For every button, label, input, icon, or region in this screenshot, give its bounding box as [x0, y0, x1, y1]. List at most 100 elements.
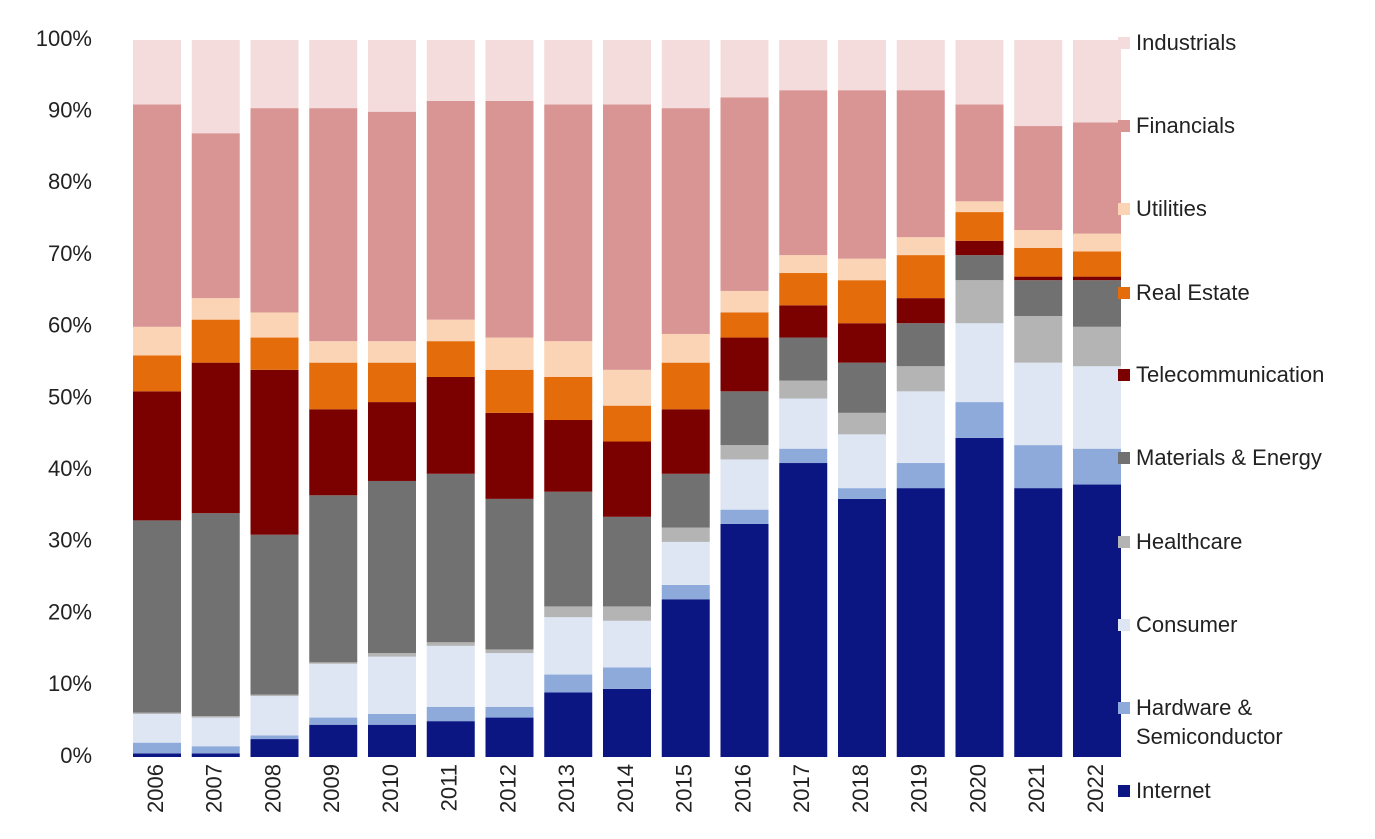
legend-label: Healthcare	[1136, 529, 1243, 554]
bar-segment	[603, 441, 651, 517]
bar-segment	[133, 742, 181, 754]
bar-segment	[661, 362, 710, 410]
bar-segment	[368, 402, 416, 481]
bar-segment	[368, 111, 416, 342]
bar-segment	[603, 606, 651, 621]
bar-segment	[720, 509, 769, 524]
bar-segment	[779, 448, 828, 464]
bar-segment	[368, 724, 416, 757]
bar-segment	[250, 369, 299, 535]
bar-segment	[896, 298, 945, 324]
bar-segment	[133, 40, 181, 105]
legend-item: Hardware & Semiconductor	[1118, 693, 1358, 751]
bar-segment	[544, 420, 593, 492]
legend-label: Real Estate	[1136, 280, 1250, 305]
bar-segment	[133, 713, 181, 743]
bar-segment	[661, 409, 710, 474]
bar-segment	[544, 40, 593, 105]
bar-segment	[779, 337, 828, 381]
y-tick-label: 50%	[48, 384, 92, 409]
bar-segment	[250, 108, 299, 313]
bar-segment	[368, 480, 416, 654]
bar-segment	[133, 391, 181, 521]
legend-swatch	[1118, 120, 1130, 132]
bar-segment	[779, 380, 828, 399]
bar-segment	[1014, 445, 1063, 489]
legend-item: Materials & Energy	[1118, 443, 1358, 472]
legend-label: Internet	[1136, 778, 1211, 803]
bar-segment	[720, 290, 769, 313]
x-tick-label: 2021	[1024, 764, 1049, 813]
x-tick-label: 2015	[672, 764, 697, 813]
legend-item: Healthcare	[1118, 527, 1358, 556]
bar-segment	[133, 712, 181, 714]
bar-segment	[1014, 362, 1063, 446]
legend-item: Industrials	[1118, 28, 1358, 57]
legend-swatch	[1118, 619, 1130, 631]
y-tick-label: 0%	[60, 743, 92, 768]
bar-segment	[838, 434, 886, 489]
bar-segment	[955, 402, 1004, 438]
legend-item: Financials	[1118, 111, 1358, 140]
bar-segment	[1073, 280, 1121, 327]
bar-segment	[1073, 122, 1121, 234]
legend-swatch	[1118, 203, 1130, 215]
bar-segment	[838, 280, 886, 324]
bar-segment	[191, 753, 240, 757]
bar-segment	[544, 491, 593, 607]
bar-segment	[250, 735, 299, 740]
y-tick-label: 30%	[48, 528, 92, 553]
bar-segment	[720, 445, 769, 460]
legend-label: Telecommunication	[1136, 362, 1325, 387]
bar-segment	[779, 273, 828, 306]
bar-segment	[368, 653, 416, 657]
bar-segment	[309, 362, 358, 410]
bar-segment	[720, 459, 769, 510]
bar-segment	[309, 40, 358, 109]
legend-label: Consumer	[1136, 612, 1238, 637]
y-tick-label: 20%	[48, 599, 92, 624]
bar-segment	[309, 717, 358, 725]
bar-segment	[544, 617, 593, 675]
bar-segment	[603, 40, 651, 105]
bar-segment	[1014, 276, 1063, 281]
y-tick-label: 100%	[36, 26, 92, 51]
bar-segment	[896, 366, 945, 392]
bar-segment	[309, 341, 358, 363]
bar-segment	[309, 495, 358, 663]
legend-item: Internet	[1118, 776, 1358, 805]
bar-segment	[661, 541, 710, 585]
bar-segment	[368, 656, 416, 714]
bar-segment	[250, 337, 299, 370]
bar-segment	[838, 498, 886, 757]
bar-segment	[485, 337, 534, 370]
bar-segment	[191, 513, 240, 717]
bar-segment	[426, 473, 475, 643]
bar-segment	[544, 674, 593, 693]
y-tick-label: 40%	[48, 456, 92, 481]
bar-segment	[1014, 488, 1063, 757]
legend-swatch	[1118, 452, 1130, 464]
bar-segment	[720, 337, 769, 392]
bar-segment	[191, 133, 240, 299]
x-tick-label: 2018	[848, 764, 873, 813]
bar-segment	[1014, 280, 1063, 317]
y-tick-label: 60%	[48, 313, 92, 338]
bar-segment	[603, 405, 651, 442]
bar-segment	[426, 376, 475, 474]
bar-segment	[426, 642, 475, 646]
legend-swatch	[1118, 536, 1130, 548]
bar-segment	[838, 412, 886, 435]
bar-segment	[368, 713, 416, 725]
bar-segment	[544, 692, 593, 757]
y-tick-label: 10%	[48, 671, 92, 696]
bar-segment	[896, 237, 945, 256]
bar-segment	[661, 599, 710, 757]
bar-segment	[661, 333, 710, 363]
legend-swatch	[1118, 287, 1130, 299]
bar-segment	[133, 355, 181, 392]
bar-segment	[603, 104, 651, 370]
bar-segment	[426, 721, 475, 757]
